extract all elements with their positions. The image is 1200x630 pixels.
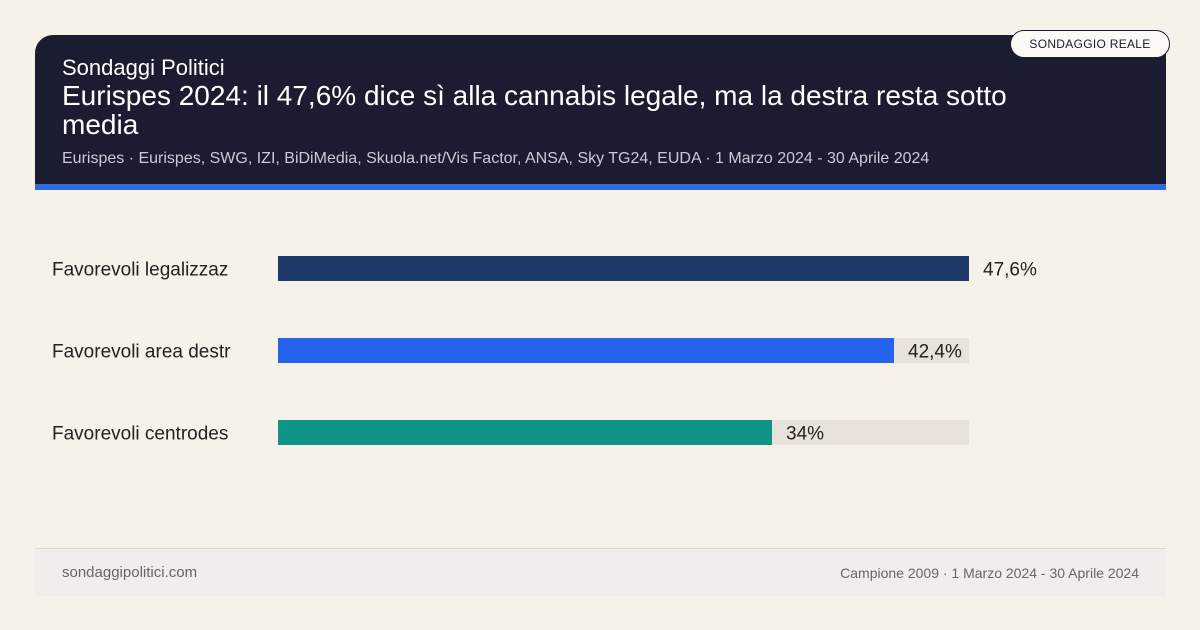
source-meta: Eurispes · Eurispes, SWG, IZI, BiDiMedia…: [62, 150, 930, 167]
sample-info: Campione 2009 · 1 Marzo 2024 - 30 Aprile…: [840, 564, 1139, 581]
bar: [278, 420, 772, 445]
header-panel: Sondaggi Politici Eurispes 2024: il 47,6…: [35, 35, 1166, 184]
footer: sondaggipolitici.com Campione 2009 · 1 M…: [35, 548, 1166, 596]
value-label: 47,6%: [983, 260, 1037, 281]
value-label: 34%: [786, 424, 824, 445]
value-label: 42,4%: [908, 342, 962, 363]
header-accent-rule: [35, 184, 1166, 190]
section-kicker: Sondaggi Politici: [62, 55, 225, 80]
site-link[interactable]: sondaggipolitici.com: [62, 564, 198, 581]
page-title: Eurispes 2024: il 47,6% dice sì alla can…: [62, 80, 1007, 140]
category-label: Favorevoli area destr: [52, 342, 231, 363]
bar: [278, 256, 969, 281]
category-label: Favorevoli centrodes: [52, 424, 228, 445]
category-label: Favorevoli legalizzaz: [52, 260, 228, 281]
real-poll-badge: SONDAGGIO REALE: [1010, 30, 1170, 58]
bar: [278, 338, 894, 363]
